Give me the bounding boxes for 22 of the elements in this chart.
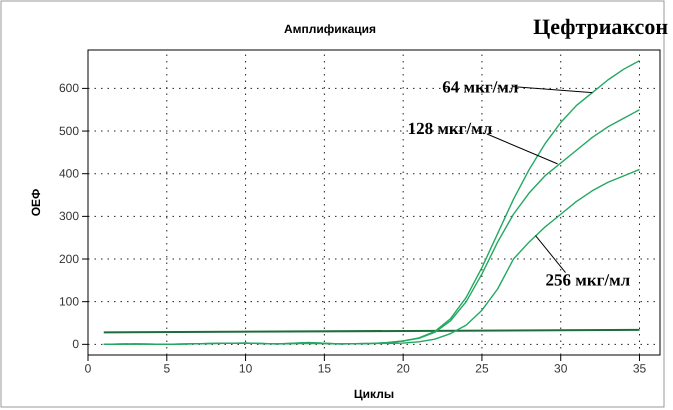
x-tick-label: 5 — [163, 362, 170, 376]
annotation: 256 мкг/мл — [546, 270, 631, 290]
y-tick-label: 400 — [58, 166, 80, 181]
y-tick-label: 300 — [58, 209, 80, 224]
x-axis-title: Циклы — [354, 387, 394, 401]
y-tick-label: 600 — [58, 81, 80, 96]
y-tick-label: 200 — [58, 252, 80, 266]
annotation: 64 мкг/мл — [442, 78, 519, 97]
x-tick-label: 15 — [318, 362, 332, 376]
x-tick-label: 25 — [475, 362, 489, 376]
annotation: 128 мкг/мл — [408, 118, 493, 138]
x-tick-label: 10 — [238, 362, 253, 376]
y-tick-label: 500 — [58, 124, 80, 138]
y-tick-label: 0 — [72, 337, 80, 352]
x-tick-label: 35 — [632, 362, 647, 376]
y-tick-label: 100 — [58, 294, 80, 309]
x-tick-label: 20 — [396, 362, 410, 376]
x-tick-label: 30 — [554, 362, 568, 376]
chart-subtitle: Цефтриаксон — [533, 14, 668, 39]
chart-title: Амплификация — [284, 22, 376, 36]
y-axis-title: ОЕФ — [29, 188, 43, 216]
x-tick-label: 0 — [84, 362, 92, 376]
